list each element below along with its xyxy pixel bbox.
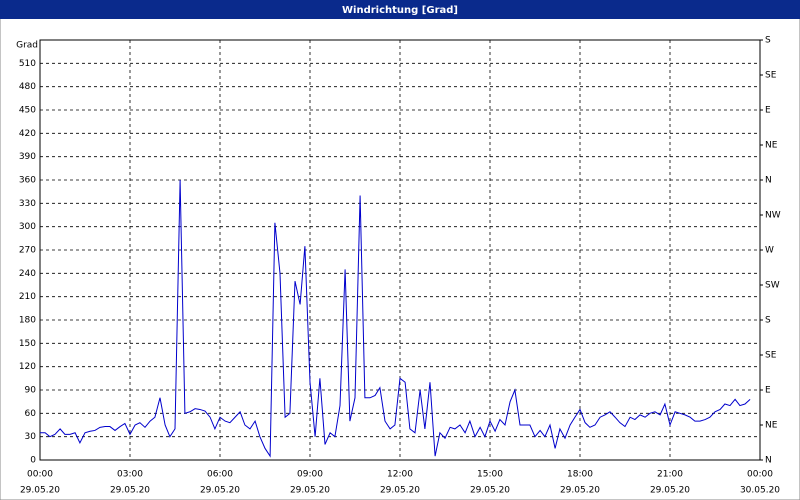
y2-tick-label: NW <box>765 211 781 221</box>
y2-tick-label: NE <box>765 421 778 431</box>
y-tick-label: 300 <box>19 222 36 232</box>
y-tick-label: 420 <box>19 129 36 139</box>
y-tick-label: 360 <box>19 176 36 186</box>
x-tick-date: 29.05.20 <box>20 486 60 496</box>
x-tick-date: 29.05.20 <box>110 486 150 496</box>
data-line <box>40 179 751 458</box>
x-tick-date: 29.05.20 <box>200 486 240 496</box>
x-tick-label: 06:00 <box>207 470 233 480</box>
x-tick-date: 29.05.20 <box>290 486 330 496</box>
y2-tick-label: S <box>765 316 771 326</box>
x-tick-date: 29.05.20 <box>470 486 510 496</box>
y-tick-label: 150 <box>19 339 36 349</box>
y2-tick-label: E <box>765 106 771 116</box>
x-tick-label: 00:00 <box>27 470 53 480</box>
x-tick-date: 29.05.20 <box>650 486 690 496</box>
y-tick-label: 0 <box>30 456 36 466</box>
x-tick-date: 30.05.20 <box>740 486 780 496</box>
plot-frame <box>39 39 761 461</box>
x-tick-label: 15:00 <box>477 470 503 480</box>
x-tick-label: 12:00 <box>387 470 413 480</box>
y-tick-label: 330 <box>19 199 36 209</box>
y-tick-label: 240 <box>19 269 36 279</box>
x-tick-label: 09:00 <box>297 470 323 480</box>
y-tick-label: 510 <box>19 59 36 69</box>
x-tick-date: 29.05.20 <box>380 486 420 496</box>
y2-tick-label: W <box>765 246 774 256</box>
y-tick-label: 180 <box>19 316 36 326</box>
y2-tick-label: N <box>765 176 772 186</box>
y-tick-label: 390 <box>19 152 36 162</box>
y-tick-label: 90 <box>25 386 37 396</box>
y-tick-label: 480 <box>19 82 36 92</box>
x-tick-date: 29.05.20 <box>560 486 600 496</box>
title-bar <box>0 0 800 19</box>
y-tick-label: 450 <box>19 106 36 116</box>
y-axis-label: Grad <box>16 41 38 51</box>
x-tick-label: 21:00 <box>657 470 683 480</box>
y2-tick-label: S <box>765 36 771 46</box>
y-tick-label: 30 <box>25 432 37 442</box>
x-tick-label: 18:00 <box>567 470 593 480</box>
y2-tick-label: SE <box>765 71 777 81</box>
y2-tick-label: SE <box>765 351 777 361</box>
x-tick-label: 00:00 <box>747 470 773 480</box>
y2-tick-label: NE <box>765 141 778 151</box>
chart-title: Windrichtung [Grad] <box>342 5 458 16</box>
y-tick-label: 270 <box>19 246 36 256</box>
y2-tick-label: SW <box>765 281 780 291</box>
y-tick-label: 120 <box>19 362 36 372</box>
y-tick-label: 60 <box>25 409 37 419</box>
x-tick-label: 03:00 <box>117 470 143 480</box>
y2-tick-label: N <box>765 456 772 466</box>
y2-tick-label: E <box>765 386 771 396</box>
y-tick-label: 210 <box>19 292 36 302</box>
